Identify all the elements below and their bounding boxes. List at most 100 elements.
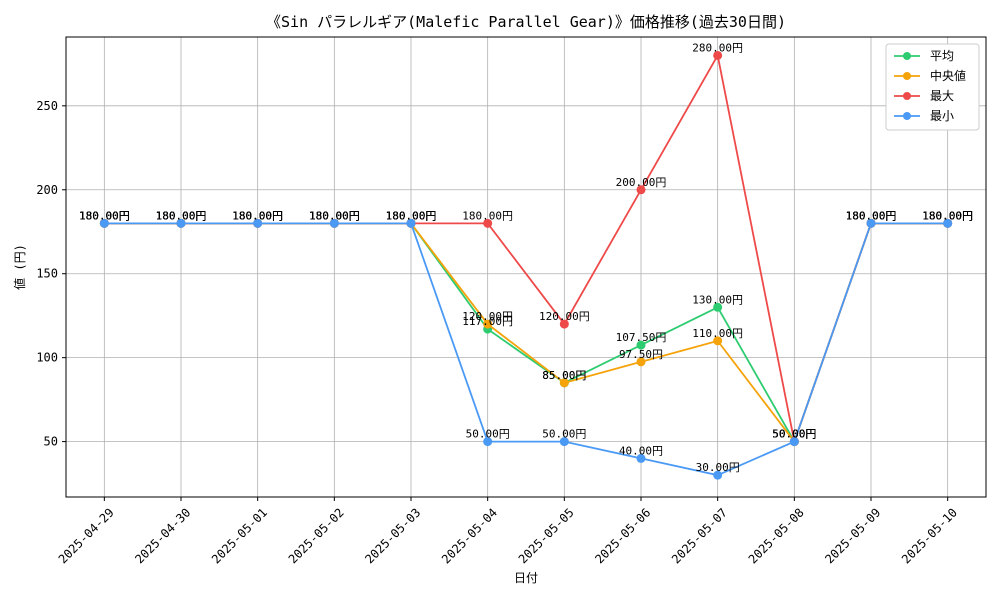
data-label: 97.50円	[619, 348, 663, 361]
data-label: 180.00円	[922, 209, 973, 222]
data-label: 50.00円	[772, 428, 816, 441]
x-axis-ticks: 2025-04-29 2025-04-30 2025-05-01 2025-05-02…	[56, 497, 960, 566]
legend-marker	[903, 72, 911, 80]
data-point	[713, 50, 723, 60]
data-point	[559, 319, 569, 329]
data-label: 180.00円	[386, 209, 437, 222]
data-point	[636, 453, 646, 463]
data-point	[636, 340, 646, 350]
data-label: 180.00円	[232, 209, 283, 222]
data-label: 180.00円	[386, 209, 437, 222]
x-tick-label: 2025-05-01	[209, 505, 270, 566]
y-tick-label: 150	[36, 267, 58, 281]
data-label: 117.00円	[462, 315, 513, 328]
legend-frame	[885, 43, 980, 131]
series-line	[104, 222, 948, 444]
data-label: 50.00円	[466, 428, 510, 441]
data-label: 180.00円	[79, 209, 130, 222]
data-label: 180.00円	[846, 209, 897, 222]
data-label: 110.00円	[692, 327, 743, 340]
data-label: 280.00円	[692, 41, 743, 54]
data-point	[483, 437, 493, 447]
data-point	[943, 218, 953, 228]
x-tick-label: 2025-05-03	[362, 505, 423, 566]
data-label: 180.00円	[309, 209, 360, 222]
data-label: 180.00円	[232, 209, 283, 222]
data-label: 180.00円	[386, 209, 437, 222]
legend-marker	[903, 112, 911, 120]
data-label: 180.00円	[79, 209, 130, 222]
data-point	[636, 185, 646, 195]
x-tick-label: 2025-05-02	[286, 505, 347, 566]
y-tick-label: 100	[36, 351, 58, 365]
legend-item: 最大	[894, 89, 954, 103]
legend-marker	[903, 52, 911, 60]
data-point	[713, 470, 723, 480]
data-label: 180.00円	[232, 209, 283, 222]
series-line	[104, 52, 948, 446]
data-label: 180.00円	[846, 209, 897, 222]
legend-label: 最小	[930, 109, 954, 123]
data-point	[483, 319, 493, 329]
data-point	[559, 437, 569, 447]
data-label: 50.00円	[772, 428, 816, 441]
data-labels-layer: 180.00円 180.00円 180.00円 180.00円 180.00円 117.0…	[79, 41, 973, 474]
data-label: 180.00円	[309, 209, 360, 222]
x-tick-label: 2025-05-04	[439, 505, 500, 566]
data-label: 180.00円	[386, 209, 437, 222]
plot-frame	[65, 36, 987, 498]
data-label: 200.00円	[616, 176, 667, 189]
data-label: 120.00円	[462, 310, 513, 323]
data-label: 180.00円	[309, 209, 360, 222]
data-point	[713, 336, 723, 346]
data-label: 180.00円	[922, 209, 973, 222]
series-layer	[99, 50, 953, 480]
chart-title: 《Sin パラレルギア(Malefic Parallel Gear)》価格推移(…	[266, 13, 786, 31]
data-label: 180.00円	[846, 209, 897, 222]
x-tick-label: 2025-05-09	[822, 505, 883, 566]
series-1	[99, 218, 953, 447]
data-label: 180.00円	[156, 209, 207, 222]
legend-label: 最大	[930, 89, 954, 103]
data-label: 85.00円	[542, 369, 586, 382]
x-tick-label: 2025-05-10	[899, 505, 960, 566]
data-label: 50.00円	[772, 428, 816, 441]
x-tick-label: 2025-04-30	[132, 505, 193, 566]
data-point	[406, 218, 416, 228]
series-3	[99, 50, 953, 447]
y-tick-label: 250	[36, 99, 58, 113]
data-point	[99, 218, 109, 228]
series-4	[99, 218, 953, 480]
data-label: 180.00円	[462, 209, 513, 222]
series-line	[104, 222, 948, 444]
x-axis-label: 日付	[514, 571, 538, 585]
data-point	[329, 218, 339, 228]
data-label: 50.00円	[542, 428, 586, 441]
data-label: 180.00円	[156, 209, 207, 222]
legend-item: 最小	[894, 109, 954, 123]
legend-label: 平均	[930, 49, 954, 63]
series-2	[99, 218, 953, 447]
data-label: 50.00円	[772, 428, 816, 441]
data-point	[176, 218, 186, 228]
data-label: 180.00円	[922, 209, 973, 222]
legend-item: 平均	[894, 49, 954, 63]
data-label: 120.00円	[539, 310, 590, 323]
data-label: 107.50円	[616, 331, 667, 344]
x-tick-label: 2025-04-29	[56, 505, 117, 566]
data-label: 85.00円	[542, 369, 586, 382]
data-point	[559, 378, 569, 388]
data-label: 130.00円	[692, 293, 743, 306]
x-tick-label: 2025-05-07	[669, 505, 730, 566]
legend-label: 中央値	[930, 68, 966, 83]
legend-item: 中央値	[894, 68, 966, 83]
data-label: 180.00円	[156, 209, 207, 222]
grid	[66, 37, 986, 497]
data-point	[713, 302, 723, 312]
y-tick-label: 200	[36, 183, 58, 197]
data-label: 180.00円	[156, 209, 207, 222]
data-label: 40.00円	[619, 444, 663, 457]
